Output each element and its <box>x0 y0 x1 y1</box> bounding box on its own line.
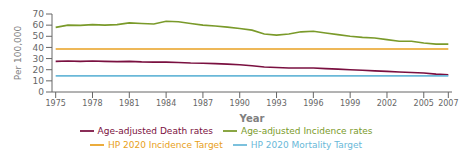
svg-text:1987: 1987 <box>193 99 213 108</box>
svg-text:2005: 2005 <box>414 99 434 108</box>
svg-text:1990: 1990 <box>230 99 250 108</box>
svg-text:1996: 1996 <box>303 99 323 108</box>
svg-text:Year: Year <box>239 113 265 124</box>
svg-text:Per 100,000: Per 100,000 <box>13 26 23 81</box>
svg-text:70: 70 <box>33 9 45 19</box>
svg-text:60: 60 <box>33 20 45 30</box>
svg-text:2007: 2007 <box>438 99 458 108</box>
html-text:Age-adjusted Death rates: Age-adjusted Death rates <box>97 125 213 136</box>
svg-text:20: 20 <box>33 65 45 75</box>
svg-text:10: 10 <box>33 76 45 86</box>
svg-text:30: 30 <box>33 54 45 64</box>
svg-text:0: 0 <box>38 87 44 97</box>
svg-text:1975: 1975 <box>46 99 66 108</box>
svg-text:1978: 1978 <box>82 99 102 108</box>
html-text:HP 2020 Mortality Target: HP 2020 Mortality Target <box>250 139 363 150</box>
svg-text:50: 50 <box>33 31 45 41</box>
svg-text:40: 40 <box>33 43 45 53</box>
svg-text:1984: 1984 <box>156 99 176 108</box>
svg-text:1999: 1999 <box>340 99 360 108</box>
html-text:Age-adjusted Incidence rates: Age-adjusted Incidence rates <box>241 125 373 136</box>
svg-text:1981: 1981 <box>119 99 139 108</box>
svg-text:2002: 2002 <box>377 99 397 108</box>
svg-text:1993: 1993 <box>266 99 286 108</box>
html-text:HP 2020 Incidence Target: HP 2020 Incidence Target <box>107 139 223 150</box>
